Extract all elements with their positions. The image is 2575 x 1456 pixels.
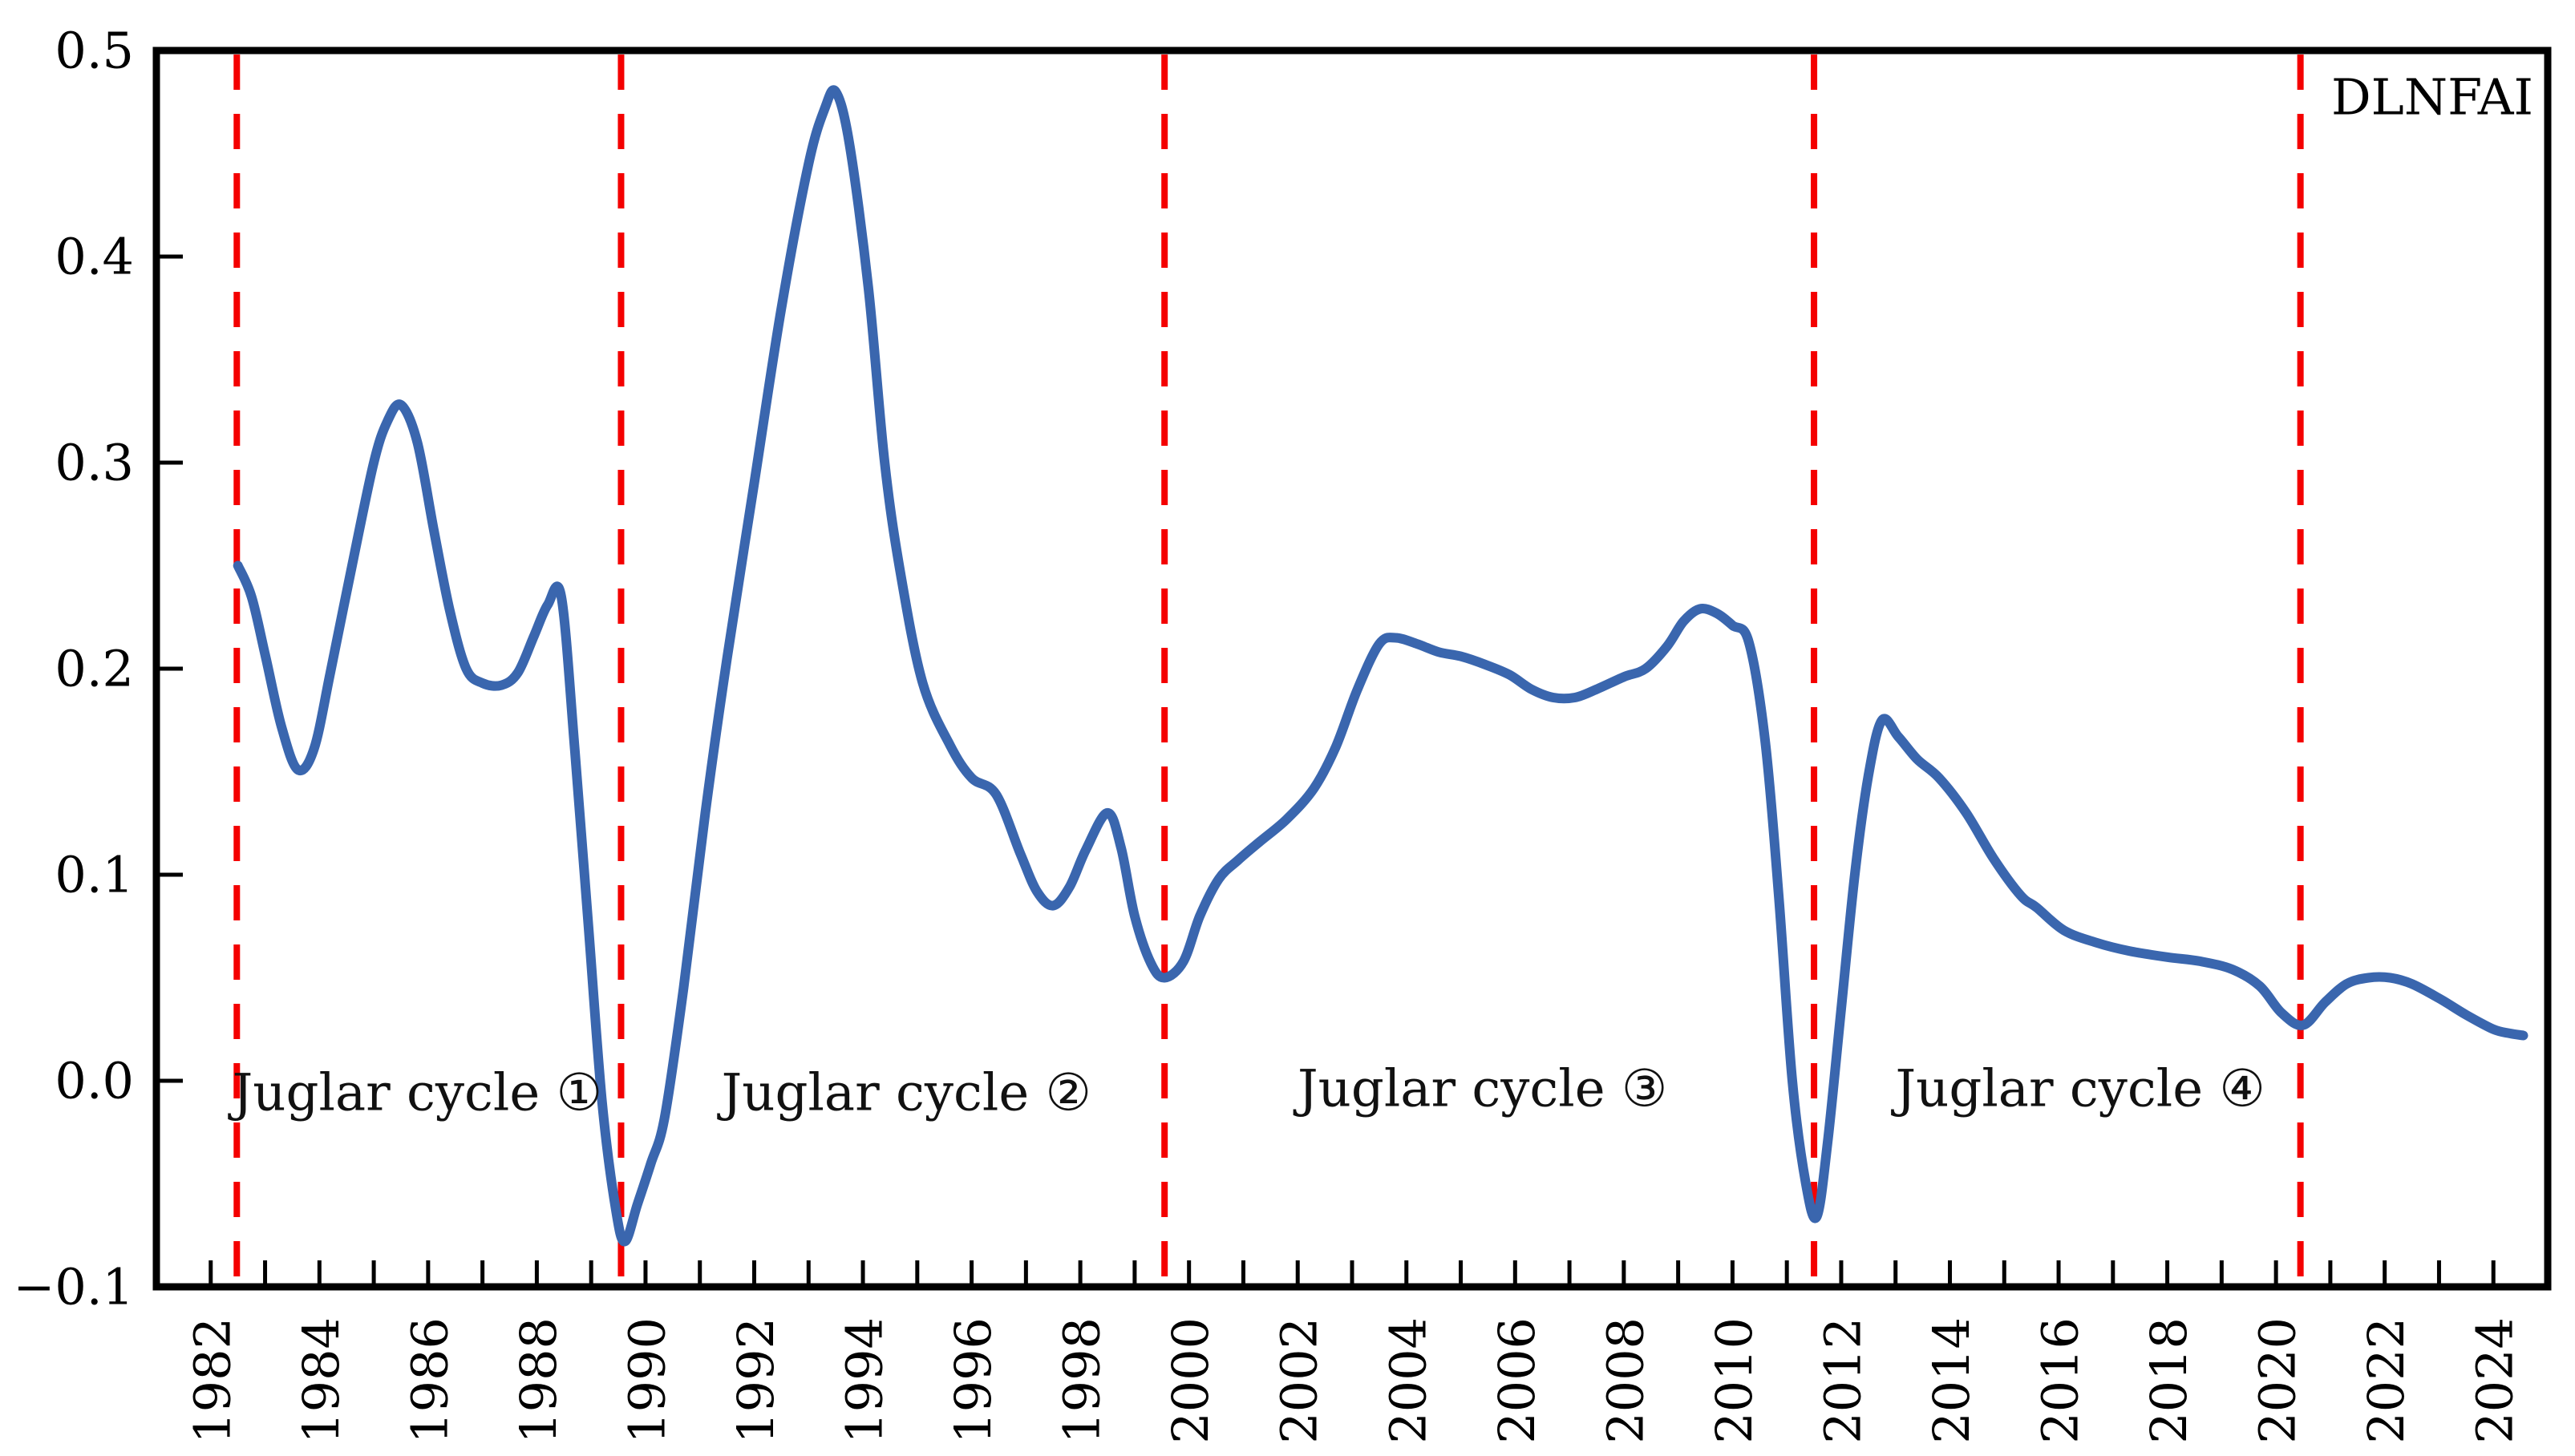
x-axis-label-2012: 2012 — [1813, 1317, 1872, 1444]
x-axis-label-2002: 2002 — [1270, 1317, 1329, 1444]
cycle-annotations: Juglar cycle ① Juglar cycle ② Juglar cycle… — [228, 1059, 2265, 1122]
x-axis-label-1994: 1994 — [836, 1317, 894, 1444]
juglar-cycle-label-4: Juglar cycle ④ — [1890, 1059, 2265, 1118]
x-axis-label-1992: 1992 — [727, 1317, 785, 1444]
x-axis-label-2010: 2010 — [1705, 1317, 1763, 1444]
y-axis-label-−0.1: −0.1 — [13, 1258, 134, 1316]
x-axis-label-2014: 2014 — [1922, 1317, 1981, 1444]
y-axis-label-0.5: 0.5 — [55, 22, 134, 80]
x-axis-label-2016: 2016 — [2031, 1317, 2090, 1444]
x-axis-label-2004: 2004 — [1379, 1317, 1437, 1444]
cycle-boundary-lines — [233, 55, 2304, 1283]
x-axis-label-2020: 2020 — [2249, 1317, 2307, 1444]
juglar-cycle-label-1: Juglar cycle ① — [228, 1063, 602, 1122]
x-axis-label-1998: 1998 — [1053, 1317, 1111, 1444]
dlnfai-series-line — [233, 85, 2528, 1247]
x-axis-label-1986: 1986 — [400, 1317, 459, 1444]
x-axis-label-2006: 2006 — [1488, 1317, 1546, 1444]
y-axis-label-0.3: 0.3 — [55, 434, 134, 492]
y-axis-labels: 0.5 0.4 0.3 0.2 0.1 0.0 −0.1 — [13, 22, 134, 1316]
plot-frame — [152, 47, 2552, 1291]
y-axis-label-0.4: 0.4 — [55, 228, 134, 286]
y-axis-ticks — [156, 48, 183, 1289]
x-axis-labels: 1982 1984 1986 1988 1990 1992 1994 1996 1998 2000… — [183, 1317, 2524, 1444]
x-axis-ticks — [209, 1260, 2496, 1287]
juglar-cycle-label-2: Juglar cycle ② — [717, 1063, 1091, 1122]
x-axis-label-2024: 2024 — [2466, 1317, 2524, 1444]
x-axis-label-1984: 1984 — [292, 1317, 350, 1444]
y-axis-label-0.1: 0.1 — [55, 846, 134, 904]
y-axis-label-0.0: 0.0 — [55, 1052, 134, 1110]
x-axis-label-1990: 1990 — [617, 1317, 676, 1444]
series-legend-label: DLNFAI — [2331, 68, 2533, 127]
x-axis-label-1982: 1982 — [183, 1317, 241, 1444]
x-axis-label-2008: 2008 — [1596, 1317, 1654, 1444]
x-axis-label-2000: 2000 — [1161, 1317, 1220, 1444]
x-axis-label-2022: 2022 — [2357, 1317, 2415, 1444]
y-axis-label-0.2: 0.2 — [55, 640, 134, 698]
x-axis-label-1996: 1996 — [944, 1317, 1002, 1444]
juglar-cycle-label-3: Juglar cycle ③ — [1293, 1059, 1667, 1118]
x-axis-label-1988: 1988 — [509, 1317, 568, 1444]
x-axis-label-2018: 2018 — [2140, 1317, 2198, 1444]
